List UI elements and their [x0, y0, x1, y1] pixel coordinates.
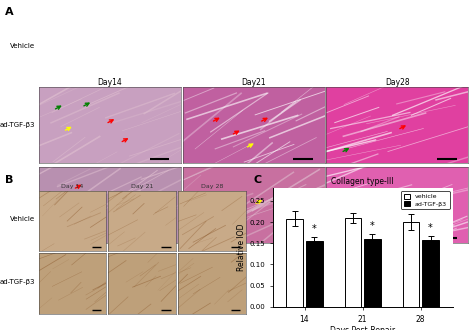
Text: A: A — [5, 7, 13, 16]
Title: Day14: Day14 — [98, 78, 122, 87]
Bar — [306, 241, 322, 307]
Text: *: * — [312, 224, 317, 234]
Text: Vehicle: Vehicle — [10, 216, 36, 222]
Y-axis label: Relative IOD: Relative IOD — [237, 224, 246, 271]
Title: Day 14: Day 14 — [62, 184, 84, 189]
Title: Collagen type-III: Collagen type-III — [331, 177, 394, 186]
Text: Vehicle: Vehicle — [10, 43, 36, 49]
Bar — [422, 240, 439, 307]
Text: ad-TGF-β3: ad-TGF-β3 — [0, 279, 36, 285]
Text: *: * — [428, 223, 433, 233]
Bar — [403, 222, 419, 307]
Bar — [286, 219, 303, 307]
Bar — [345, 218, 361, 307]
Title: Day21: Day21 — [241, 78, 266, 87]
Text: ad-TGF-β3: ad-TGF-β3 — [0, 122, 36, 128]
Text: B: B — [5, 175, 13, 185]
Legend: vehicle, ad-TGF-β3: vehicle, ad-TGF-β3 — [401, 191, 449, 209]
Text: *: * — [370, 221, 375, 231]
Title: Day 21: Day 21 — [131, 184, 154, 189]
Bar — [365, 239, 381, 307]
Text: C: C — [254, 175, 262, 185]
Title: Day28: Day28 — [385, 78, 410, 87]
Title: Day 28: Day 28 — [201, 184, 223, 189]
X-axis label: Days Post-Repair: Days Post-Repair — [330, 326, 395, 330]
